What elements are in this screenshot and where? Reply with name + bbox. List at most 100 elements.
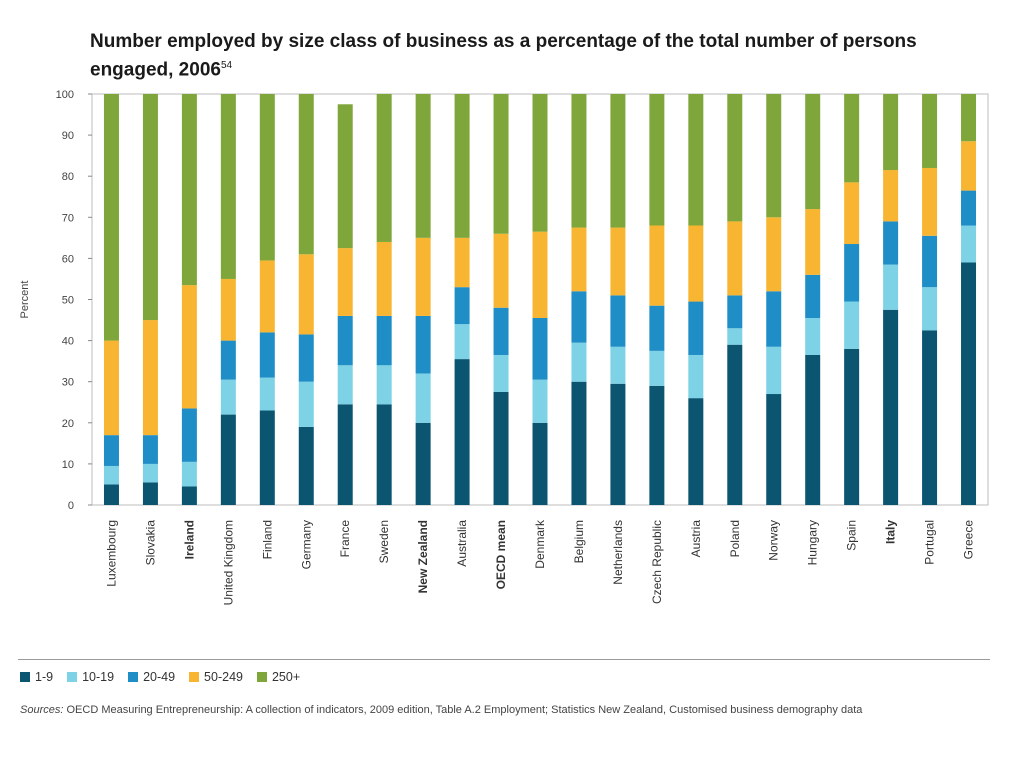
legend-item: 1-9 [20,670,53,684]
bar-segment [571,291,587,343]
bar-segment [376,365,392,405]
legend-label: 10-19 [82,670,115,684]
legend-swatch [67,672,78,682]
bar-segment [259,94,275,261]
bar-segment [922,94,938,168]
y-tick-label: 0 [68,500,74,512]
legend-label: 50-249 [204,670,243,684]
bar-segment [922,330,938,505]
bar-segment [142,94,158,321]
category-label: Poland [728,520,742,557]
y-tick-label: 10 [62,459,74,471]
bar-segment [766,394,782,505]
bar-segment [649,305,665,351]
y-tick-label: 90 [62,130,74,142]
bar-segment [727,295,743,329]
bar-segment [259,260,275,333]
category-label: Luxembourg [104,520,118,587]
category-label: Spain [845,520,859,551]
bar-segment [844,301,860,349]
bar-segment [844,348,860,505]
bar-segment [454,237,470,288]
category-label: Australia [455,520,469,567]
bar-segment [493,233,509,308]
bar-segment [844,94,860,183]
category-label: Ireland [182,520,196,559]
legend-item: 10-19 [67,670,114,684]
bar-segment [688,225,704,302]
category-label: Netherlands [611,520,625,585]
y-tick-label: 60 [62,253,74,265]
bar-segment [298,254,314,335]
bar-segment [337,404,353,505]
legend-swatch [189,672,200,682]
bar-segment [571,94,587,228]
bar-segment [883,94,899,171]
bar-segment [454,359,470,505]
bar-segment [103,465,119,485]
bar-segment [298,94,314,255]
bar-segment [376,315,392,366]
category-label: France [338,520,352,558]
legend-swatch [256,672,267,682]
category-label: OECD mean [494,520,508,589]
bar-segment [766,217,782,292]
category-label: Czech Republic [650,520,664,604]
bar-segment [688,301,704,355]
bar-segment [961,190,977,226]
bar-segment [337,104,353,249]
bar-segment [805,94,821,210]
bar-segment [298,334,314,382]
bar-segment [259,377,275,411]
bar-segment [337,248,353,316]
bar-segment [493,354,509,392]
bar-segment [454,324,470,360]
bar-segment [142,435,158,464]
title-footnote: 54 [220,60,233,71]
y-tick-label: 20 [62,418,74,430]
legend-swatch [20,672,30,682]
bar-segment [532,422,548,505]
chart-title: Number employed by size class of busines… [90,30,990,82]
category-label: Italy [884,520,898,544]
bar-segment [220,278,236,341]
bar-segment [688,398,704,505]
bar-segment [844,244,860,302]
bar-segment [844,182,860,245]
bar-segment [727,221,743,296]
category-label: Greece [962,520,976,560]
bar-segment [727,344,743,505]
bar-segment [454,94,470,238]
bar-segment [571,381,587,505]
category-label: Belgium [572,520,586,563]
sources-note: Sources: OECD Measuring Entrepreneurship… [20,703,970,718]
bar-segment [493,94,509,234]
bar-segment [142,320,158,436]
bar-segment [103,94,119,341]
bar-segment [805,354,821,505]
bar-segment [922,235,938,288]
stacked-bar-chart: 0 10 20 30 40 50 60 70 80 90 100 Percent Luxembourg S… [19,89,989,605]
bar-segment [181,461,197,487]
bar-segment [649,350,665,386]
bar-segment [610,227,626,296]
bar-segment [181,408,197,462]
bar-segment [415,373,431,423]
bar-segment [493,391,509,505]
bar-segment [961,141,977,191]
bar-segment [142,463,158,483]
bar-segment [415,315,431,374]
bar-segment [688,94,704,226]
bar-segment [610,383,626,505]
y-axis-label: Percent [19,281,31,319]
bar-segment [298,381,314,427]
bar-segment [727,328,743,345]
bar-segment [727,94,743,222]
bar-segment [922,167,938,236]
bar-segment [337,365,353,405]
y-tick-label: 40 [62,336,74,348]
bar-segment [181,285,197,409]
bar-segment [805,274,821,318]
bar-segment [649,94,665,226]
category-label: Finland [260,520,274,559]
